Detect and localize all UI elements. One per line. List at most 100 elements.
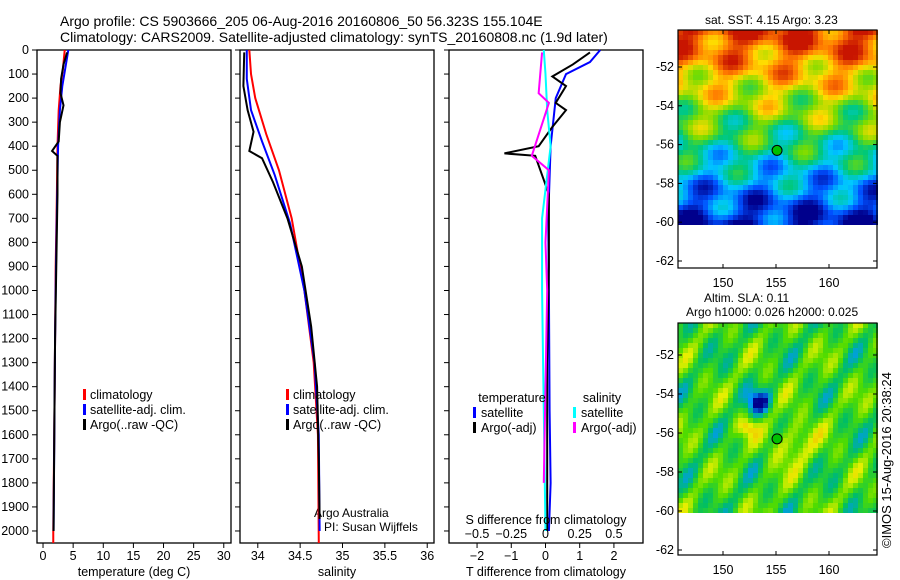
map-cell <box>798 150 803 155</box>
map-cell <box>873 190 878 195</box>
map-cell <box>773 95 778 100</box>
map-cell <box>718 200 723 205</box>
map-cell <box>813 70 818 75</box>
map-cell <box>733 433 738 438</box>
map-cell <box>703 175 708 180</box>
map-cell <box>758 165 763 170</box>
map-cell <box>778 333 783 338</box>
map-cell <box>713 363 718 368</box>
map-cell <box>788 408 793 413</box>
map-cell <box>678 388 683 393</box>
map-cell <box>813 438 818 443</box>
map-cell <box>718 378 723 383</box>
map-cell <box>843 433 848 438</box>
map-cell <box>753 418 758 423</box>
map-cell <box>718 448 723 453</box>
map-cell <box>793 145 798 150</box>
map-cell <box>773 130 778 135</box>
map-cell <box>773 195 778 200</box>
map-cell <box>693 120 698 125</box>
map-cell <box>833 220 838 225</box>
map-cell <box>703 443 708 448</box>
map-cell <box>693 125 698 130</box>
map-cell <box>743 120 748 125</box>
map-cell <box>868 463 873 468</box>
map-cell <box>863 215 868 220</box>
map-cell <box>758 60 763 65</box>
map-cell <box>818 180 823 185</box>
map-cell <box>693 190 698 195</box>
map-cell <box>833 433 838 438</box>
map-cell <box>798 170 803 175</box>
map-cell <box>863 373 868 378</box>
map-cell <box>768 210 773 215</box>
map-cell <box>738 353 743 358</box>
map-cell <box>778 468 783 473</box>
map-cell <box>823 70 828 75</box>
map-cell <box>863 190 868 195</box>
x-tick-label: −1 <box>504 549 518 563</box>
map-cell <box>688 45 693 50</box>
map-cell <box>753 45 758 50</box>
map-cell <box>683 408 688 413</box>
map-cell <box>853 458 858 463</box>
map-cell <box>808 503 813 508</box>
map-cell <box>798 60 803 65</box>
map-cell <box>718 403 723 408</box>
map-cell <box>838 85 843 90</box>
map-cell <box>733 180 738 185</box>
map-cell <box>693 100 698 105</box>
map-cell <box>738 145 743 150</box>
map-cell <box>688 373 693 378</box>
map-cell <box>723 413 728 418</box>
map-cell <box>828 368 833 373</box>
map-cell <box>853 210 858 215</box>
map-cell <box>708 488 713 493</box>
map-cell <box>863 145 868 150</box>
map-cell <box>688 378 693 383</box>
map-cell <box>838 418 843 423</box>
map-cell <box>813 150 818 155</box>
map-cell <box>728 45 733 50</box>
map-cell <box>708 483 713 488</box>
map-cell <box>743 348 748 353</box>
map-cell <box>678 498 683 503</box>
map-cell <box>863 453 868 458</box>
map-cell <box>843 80 848 85</box>
map-cell <box>808 100 813 105</box>
map-cell <box>748 90 753 95</box>
map-cell <box>683 383 688 388</box>
map-cell <box>758 30 763 35</box>
map-cell <box>703 145 708 150</box>
map-cell <box>818 110 823 115</box>
map-cell <box>733 343 738 348</box>
map-cell <box>833 40 838 45</box>
map-cell <box>843 150 848 155</box>
map-cell <box>693 55 698 60</box>
map-cell <box>868 50 873 55</box>
map-cell <box>738 433 743 438</box>
map-cell <box>693 75 698 80</box>
map-cell <box>703 428 708 433</box>
map-cell <box>758 373 763 378</box>
x-axis-label: T difference from climatology <box>466 565 627 579</box>
map-cell <box>803 150 808 155</box>
map-cell <box>688 85 693 90</box>
map-cell <box>828 383 833 388</box>
map-cell <box>843 493 848 498</box>
map-cell <box>813 498 818 503</box>
map-cell <box>728 60 733 65</box>
map-cell <box>703 140 708 145</box>
map-cell <box>833 200 838 205</box>
map-cell <box>708 463 713 468</box>
map-cell <box>873 125 878 130</box>
map-cell <box>688 348 693 353</box>
map-cell <box>733 155 738 160</box>
legend-header: temperature <box>478 391 545 405</box>
map-cell <box>708 453 713 458</box>
map-cell <box>713 220 718 225</box>
map-cell <box>688 458 693 463</box>
map-cell <box>708 40 713 45</box>
map-cell <box>778 165 783 170</box>
map-cell <box>728 338 733 343</box>
